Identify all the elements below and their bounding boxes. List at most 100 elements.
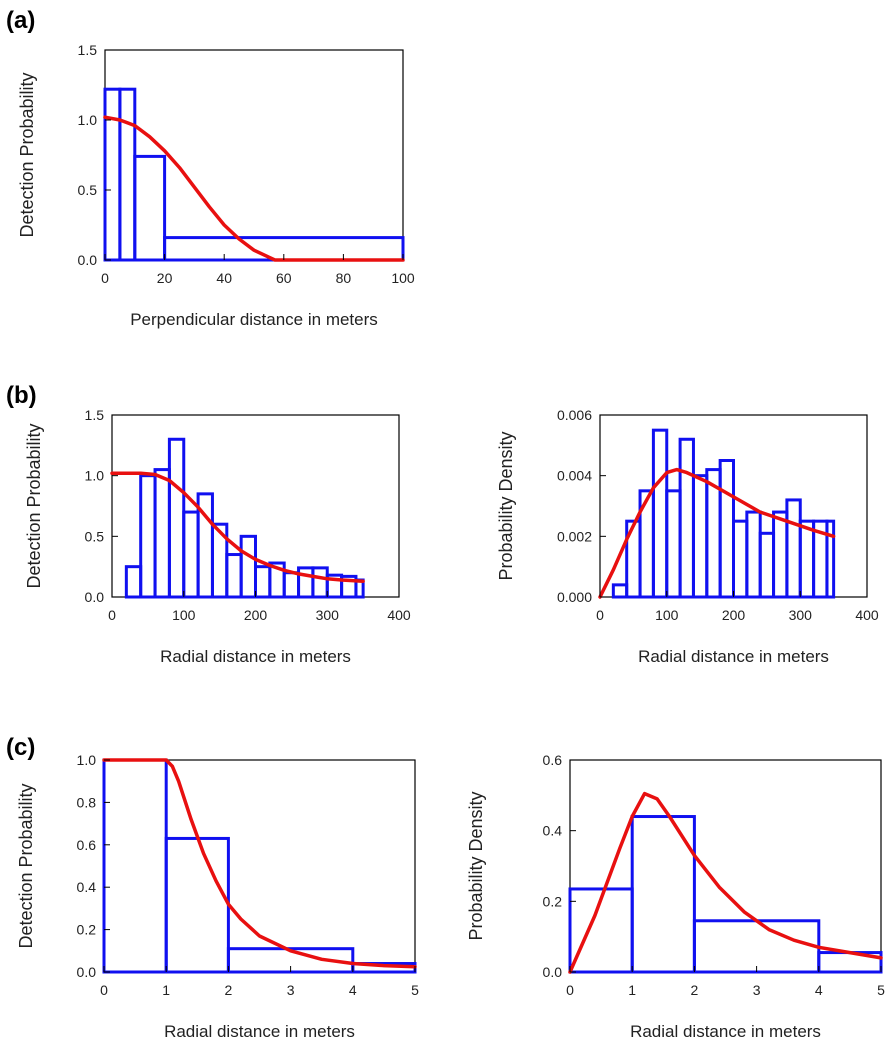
histogram-bar	[611, 583, 629, 599]
histogram-bar	[651, 428, 669, 599]
x-tick-label: 1	[162, 982, 170, 998]
y-tick-label: 0.6	[77, 837, 97, 853]
x-tick-label: 0	[108, 607, 116, 623]
x-tick-label: 200	[722, 607, 746, 623]
y-tick-label: 0.0	[77, 964, 97, 980]
y-tick-label: 1.5	[78, 42, 98, 58]
y-tick-label: 0.0	[85, 589, 105, 605]
x-axis-label: Radial distance in meters	[164, 1022, 355, 1041]
histogram-bar	[182, 510, 200, 599]
y-tick-label: 0.004	[557, 468, 592, 484]
y-tick-label: 0.0	[78, 252, 98, 268]
histogram-bar	[825, 519, 836, 599]
y-tick-label: 1.5	[85, 407, 105, 423]
x-tick-label: 100	[172, 607, 196, 623]
chart-b-right: 0 100 200 300 400 0.000 0.002 0.004 0.006 Radial …	[496, 407, 879, 666]
y-tick-label: 0.0	[543, 964, 563, 980]
histogram-bar	[153, 468, 171, 599]
histogram-bar	[745, 510, 762, 599]
histogram-bar	[665, 489, 682, 599]
chart-c-right: 0 1 2 3 4 5 0.0 0.2 0.4 0.6 Radial distance in met…	[466, 752, 885, 1041]
fitted-curve	[568, 791, 883, 974]
x-tick-label: 0	[566, 982, 574, 998]
histogram-bar	[692, 919, 821, 974]
histogram-bar	[139, 474, 157, 599]
y-tick-label: 1.0	[85, 468, 105, 484]
histogram-bar	[785, 498, 802, 599]
x-tick-label: 5	[411, 982, 419, 998]
x-tick-label: 5	[877, 982, 885, 998]
panel-label-a: (a)	[6, 7, 35, 34]
chart-b-left: 0 100 200 300 400 0.0 0.5 1.0 1.5 Radial distance…	[24, 407, 411, 666]
x-axis-label: Radial distance in meters	[160, 647, 351, 666]
x-axis-label: Radial distance in meters	[638, 647, 829, 666]
histogram-bar	[691, 474, 709, 599]
x-tick-label: 2	[225, 982, 233, 998]
y-tick-label: 0.6	[543, 752, 563, 768]
fitted-curve	[103, 115, 405, 262]
histogram-bar	[297, 566, 315, 599]
x-tick-label: 4	[349, 982, 357, 998]
y-tick-label: 0.002	[557, 528, 592, 544]
y-tick-label: 0.2	[543, 893, 563, 909]
histogram-bar	[225, 553, 243, 599]
histogram-bar	[118, 87, 137, 262]
x-tick-label: 3	[287, 982, 295, 998]
x-tick-label: 60	[276, 270, 292, 286]
panel-label-c: (c)	[6, 734, 35, 761]
x-tick-label: 0	[596, 607, 604, 623]
histogram-bar	[678, 437, 695, 599]
chart-a: 0 20 40 60 80 100 0.0 0.5 1.0 1.5 Perpendicular di…	[17, 42, 415, 329]
panel-label-b: (b)	[6, 382, 37, 409]
y-axis-label: Detection Probability	[24, 423, 44, 588]
y-axis-label: Probability Density	[466, 791, 486, 940]
y-tick-label: 0.4	[543, 823, 563, 839]
y-tick-label: 0.5	[78, 182, 98, 198]
x-tick-label: 400	[387, 607, 411, 623]
x-tick-label: 300	[789, 607, 813, 623]
x-tick-label: 0	[101, 270, 109, 286]
y-axis-label: Detection Probability	[17, 72, 37, 237]
y-axis-label: Probability Density	[496, 431, 516, 580]
histogram-bar	[164, 836, 230, 974]
x-tick-label: 0	[100, 982, 108, 998]
histogram-bar	[239, 534, 257, 599]
histogram-bar	[124, 565, 143, 599]
histogram-bar	[254, 565, 272, 599]
x-axis-label: Radial distance in meters	[630, 1022, 821, 1041]
y-tick-label: 0.006	[557, 407, 592, 423]
x-tick-label: 100	[391, 270, 415, 286]
x-tick-label: 80	[336, 270, 352, 286]
histogram-bar	[630, 815, 696, 974]
histogram-bar	[102, 758, 168, 974]
y-axis-label: Detection Probability	[16, 783, 36, 948]
histogram-bar	[732, 519, 749, 599]
histogram-bar	[718, 459, 736, 599]
y-tick-label: 1.0	[77, 752, 97, 768]
y-tick-label: 0.4	[77, 879, 97, 895]
x-tick-label: 100	[655, 607, 679, 623]
y-tick-label: 0.8	[77, 794, 97, 810]
x-tick-label: 20	[157, 270, 173, 286]
x-tick-label: 2	[691, 982, 699, 998]
histogram-bar	[758, 531, 776, 599]
plot-frame	[569, 759, 882, 973]
fitted-curve	[102, 758, 417, 969]
fitted-curve	[598, 467, 836, 599]
histogram-bar	[103, 87, 122, 262]
plot-frame	[103, 759, 416, 973]
histogram-bar	[772, 510, 789, 599]
x-tick-label: 4	[815, 982, 823, 998]
y-tick-label: 0.2	[77, 922, 97, 938]
x-tick-label: 3	[753, 982, 761, 998]
x-tick-label: 400	[855, 607, 879, 623]
fitted-curve	[110, 471, 365, 583]
histogram-bar	[282, 571, 301, 599]
y-tick-label: 1.0	[78, 112, 98, 128]
x-tick-label: 1	[628, 982, 636, 998]
histogram-bar	[133, 154, 167, 262]
x-tick-label: 40	[216, 270, 232, 286]
chart-c-left: 0 1 2 3 4 5 0.0 0.2 0.4 0.6 0.8 1.0 Radial distance …	[16, 752, 419, 1041]
